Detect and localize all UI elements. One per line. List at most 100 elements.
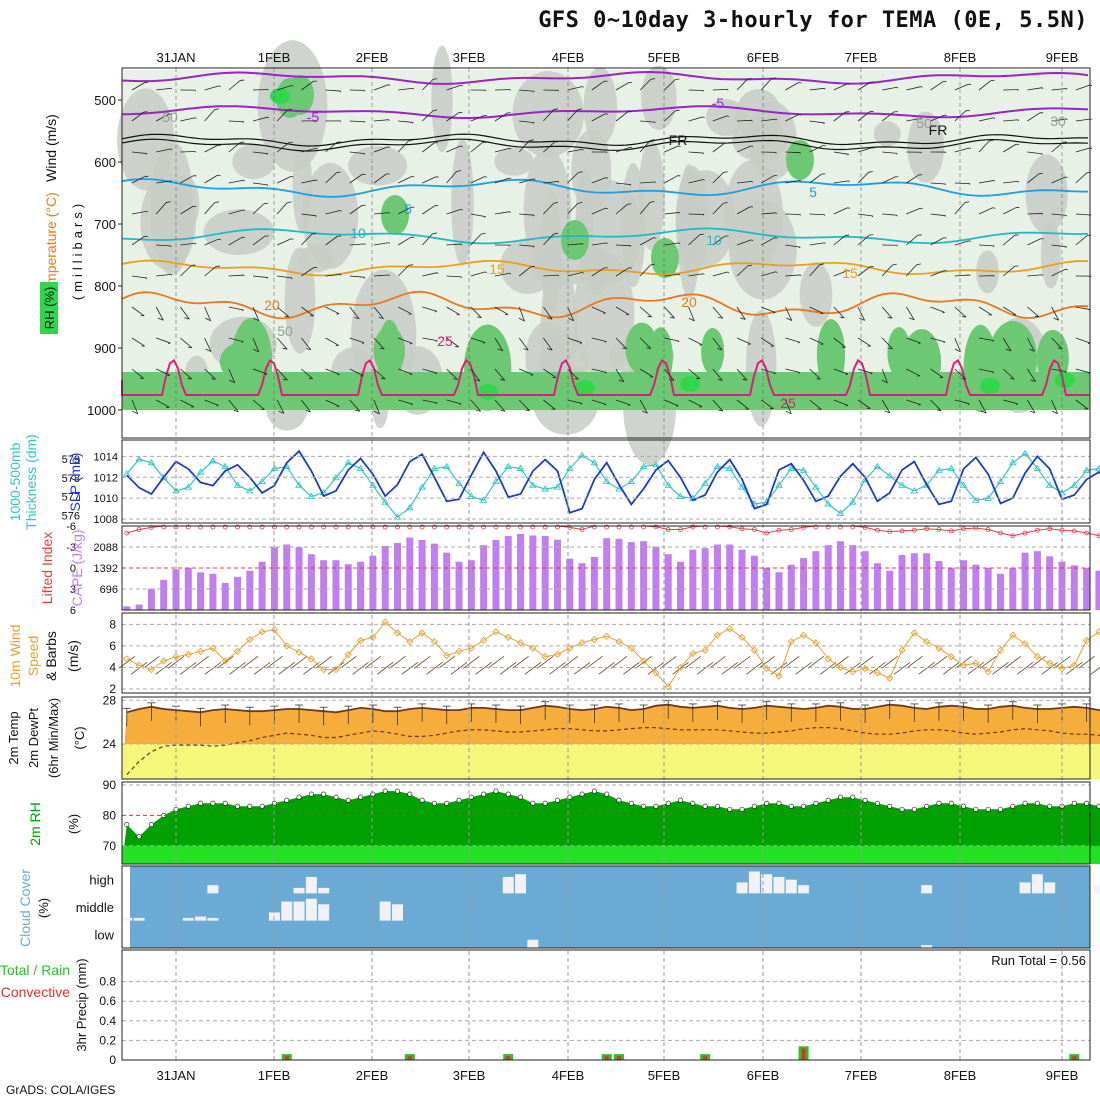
thickness-tick-label: 577 [62,492,80,504]
surface-wind-barb [942,661,960,675]
wind-barb [736,119,753,122]
wind-barb [325,142,338,153]
rh-moist-region [976,250,999,294]
rh-tick-label: 90 [103,778,117,792]
wind-barb [639,140,651,153]
surface-wind-barb [758,655,775,669]
wind-barb-flag [553,108,558,111]
wind-barb [906,399,921,405]
wind-barb-flag [773,372,776,375]
lifted-index-point [1034,527,1040,533]
surface-wind-barb [1004,655,1022,669]
surface-wind-barb [881,655,898,669]
precip-convective-bar [1072,1056,1077,1060]
cape-bar [689,549,697,610]
wind-barb-flag [1053,317,1059,321]
wind-barb [204,109,215,122]
wind-barb-flag [410,403,413,406]
rh-point [431,800,437,806]
wind-barb [494,306,509,315]
wind-speed-point [1009,631,1017,639]
lifted-index-point [911,527,917,533]
wind-barb-flag [191,264,196,267]
wind-speed-point [972,659,980,667]
wind-barb [664,399,679,407]
thickness-point [565,464,574,471]
lifted-index-point [1010,533,1016,539]
wind-barb [518,266,532,277]
rh-moist-region [203,209,275,256]
thickness-axis-label-unit: Thickness (dm) [23,434,39,530]
thickness-point [922,481,931,488]
rh-moist-region [583,67,617,147]
wind-barb [567,86,583,91]
wind-barb-flag [943,341,946,344]
rh-point [296,794,302,800]
wind-barb [325,306,340,315]
wind-barb [519,244,535,247]
bottom-date-label: 7FEB [845,1068,878,1083]
wind-barb [398,368,413,375]
lifted-index-point [345,524,351,530]
wind-barb-flag [315,179,318,182]
wind-barb [422,142,435,153]
wind-barb [325,210,341,215]
wind-barb [930,270,945,277]
wind-barb [301,179,317,184]
surface-wind-barb [364,655,382,669]
wind-barb-flag [266,153,269,155]
lifted-index-axis-label: Lifted Index [39,532,55,604]
wind-barb [518,337,529,351]
wind-speed-point [676,663,685,672]
rh-moist-region [723,159,784,271]
cape-tick-label: 696 [100,584,118,596]
rh-point [358,794,364,800]
cloud-cover-cell [379,901,391,921]
rh-saturated-region [1055,372,1075,388]
contour-label: -5 [307,109,320,125]
temperature-line [126,703,1100,714]
surface-wind-barb [709,655,726,669]
wind-barb-flag [412,87,415,90]
thickness-point [135,455,143,462]
wind-barb [591,113,606,122]
cape-bar [578,563,586,610]
wind-speed-point [935,644,943,652]
wind-barb [688,273,704,277]
wind-barb [543,109,554,122]
wind-barb [712,306,724,319]
wind-barb [155,202,167,215]
wind-speed-point [418,629,426,637]
rh-point [1084,800,1090,806]
wind-barb [156,244,172,247]
wind-barb-flag [168,342,171,345]
rh-humid-region [286,75,314,115]
wind-barb [712,271,728,277]
contour-label: 15 [489,261,505,277]
wind-barb-flag [432,232,438,235]
wind-barb [906,337,921,344]
wind-barb [252,275,268,278]
wind-barb [567,272,583,277]
wind-barb [882,86,898,91]
wind-barb [736,337,751,345]
wind-barb-flag [992,340,995,342]
wind-speed-point [603,632,611,640]
wind-barb [1027,368,1036,382]
wind-barb [809,306,824,314]
cape-bar [566,558,574,610]
wind-barb-flag [954,348,961,353]
wind-barb [228,237,242,246]
rh-point [665,800,671,806]
wind-barb-flag [264,373,268,376]
wind-barb [494,399,506,412]
thickness-point [504,462,513,470]
cape-bar [369,555,377,610]
wind-barb-flag [361,342,365,344]
wind-barb-flag [582,149,584,151]
thickness-point [664,481,673,488]
rh-moist-region [431,45,453,153]
rh-point [382,788,388,794]
precip-convective-label: Convective [1,984,70,1000]
rh-point [345,797,351,803]
